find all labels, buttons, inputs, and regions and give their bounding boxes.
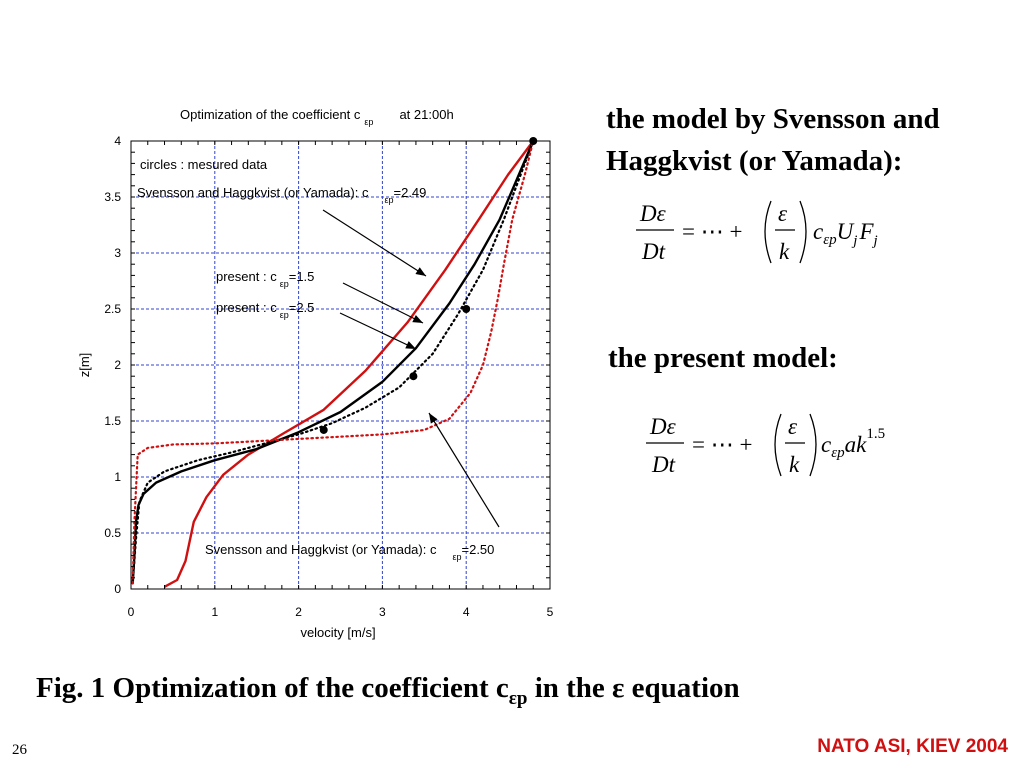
arrow-svensson-2-50 — [428, 412, 500, 528]
x-tick-label: 1 — [211, 605, 218, 619]
y-tick-label: 3.5 — [104, 190, 121, 204]
arrow-present-1-5-head — [412, 314, 423, 323]
y-tick-label: 2.5 — [104, 302, 121, 316]
series-line-1 — [131, 140, 535, 584]
eq1-coefficient: cεpUjFj — [813, 219, 878, 249]
arrow-svensson-2-49-head — [415, 267, 426, 276]
model-description-present: the present model: — [608, 342, 838, 374]
annotation-svensson-2-50: Svensson and Haggkvist (or Yamada): c εp=… — [205, 542, 494, 562]
series-line-0 — [163, 140, 535, 588]
annotation-present-1-5: present : c εp=1.5 — [216, 269, 314, 289]
y-tick-label: 0.5 — [104, 526, 121, 540]
annotation-present-2-5: present : c εp=2.5 — [216, 300, 314, 320]
annotation-arrows — [322, 209, 500, 528]
series-line-3 — [131, 139, 535, 585]
x-tick-label: 2 — [295, 605, 302, 619]
x-tick-label: 0 — [128, 605, 135, 619]
eq1-frac-numerator: ε — [778, 201, 788, 226]
series-line-2 — [131, 139, 535, 585]
measured-point — [462, 305, 471, 313]
equation-present: Dε Dt = ⋯ + ε k cεpak1.5 — [646, 413, 885, 477]
y-axis-label: z[m] — [77, 353, 92, 378]
eq2-coefficient: cεpak1.5 — [821, 426, 885, 461]
measured-point — [409, 372, 418, 381]
chart-series — [131, 139, 535, 588]
x-tick-label: 5 — [547, 605, 554, 619]
y-tick-label: 0 — [114, 582, 121, 596]
footer-label: NATO ASI, KIEV 2004 — [817, 736, 1008, 757]
arrow-present-2-5-head — [405, 341, 416, 349]
page-number: 26 — [12, 742, 27, 758]
eq2-lhs-denominator: Dt — [651, 452, 676, 477]
chart-title: Optimization of the coefficient c εp at 21… — [180, 107, 454, 127]
figure-caption: Fig. 1 Optimization of the coefficient c… — [36, 672, 740, 709]
arrow-present-2-5 — [339, 312, 417, 350]
y-tick-label: 1 — [114, 470, 121, 484]
x-tick-label: 3 — [379, 605, 386, 619]
eq2-frac-numerator: ε — [788, 414, 798, 439]
eq1-lhs-denominator: Dt — [641, 239, 666, 264]
x-axis-label: velocity [m/s] — [300, 625, 375, 640]
arrow-svensson-2-49 — [322, 209, 427, 277]
axis-ticks: 0 1 2 3 4 5 0 0.5 1 1.5 2 2.5 3 3.5 4 — [104, 134, 553, 619]
y-tick-label: 1.5 — [104, 414, 121, 428]
arrow-present-1-5 — [342, 282, 424, 324]
y-tick-label: 4 — [114, 134, 121, 148]
x-tick-label: 4 — [463, 605, 470, 619]
model-description-svensson: the model by Svensson and Haggkvist (or … — [606, 103, 940, 177]
y-tick-label: 3 — [114, 246, 121, 260]
eq2-lhs-numerator: Dε — [649, 414, 677, 439]
annotation-svensson-2-49: Svensson and Haggkvist (or Yamada): c εp=… — [137, 185, 426, 205]
equation-svensson: Dε Dt = ⋯ + ε k cεpUjFj — [636, 200, 878, 264]
measured-point — [319, 425, 328, 434]
eq1-lhs-numerator: Dε — [639, 201, 667, 226]
annotation-measured: circles : mesured data — [140, 157, 268, 172]
y-tick-label: 2 — [114, 358, 121, 372]
eq2-frac-denominator: k — [789, 452, 800, 477]
eq1-frac-denominator: k — [779, 239, 790, 264]
eq1-operator: = ⋯ + — [682, 219, 742, 244]
arrow-svensson-2-50-head — [429, 413, 438, 424]
eq2-operator: = ⋯ + — [692, 432, 752, 457]
